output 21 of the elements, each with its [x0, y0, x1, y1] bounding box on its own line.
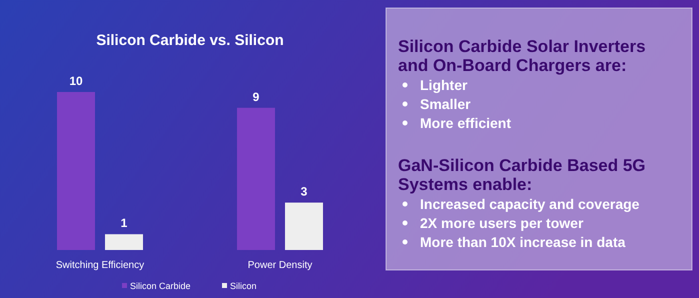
text: Lighter [420, 77, 468, 93]
bar [57, 92, 95, 250]
data-label: 9 [252, 90, 260, 104]
data-label: 3 [300, 184, 308, 199]
data-label: 10 [69, 74, 83, 88]
text: Silicon Carbide Solar Inverters and On-Board Chargers are: [398, 37, 646, 75]
chart-title: Silicon Carbide vs. Silicon [96, 32, 284, 49]
x-tick-label: Switching Efficiency [56, 260, 144, 271]
legend-label: Silicon Carbide [130, 281, 191, 291]
bar [237, 108, 275, 250]
text: More than 10X increase in data [420, 234, 626, 250]
data-label: 1 [120, 216, 128, 230]
text: Smaller [420, 96, 472, 112]
bar [285, 202, 323, 250]
text: GaN-Silicon Carbide Based 5G Systems enable: [398, 156, 646, 194]
text: Increased capacity and coverage [420, 196, 640, 212]
text: More efficient [420, 115, 512, 131]
text: 2X more users per tower [420, 215, 584, 231]
bar [105, 234, 143, 250]
x-tick-label: Power Density [248, 260, 312, 271]
legend-label: Silicon [230, 281, 257, 291]
